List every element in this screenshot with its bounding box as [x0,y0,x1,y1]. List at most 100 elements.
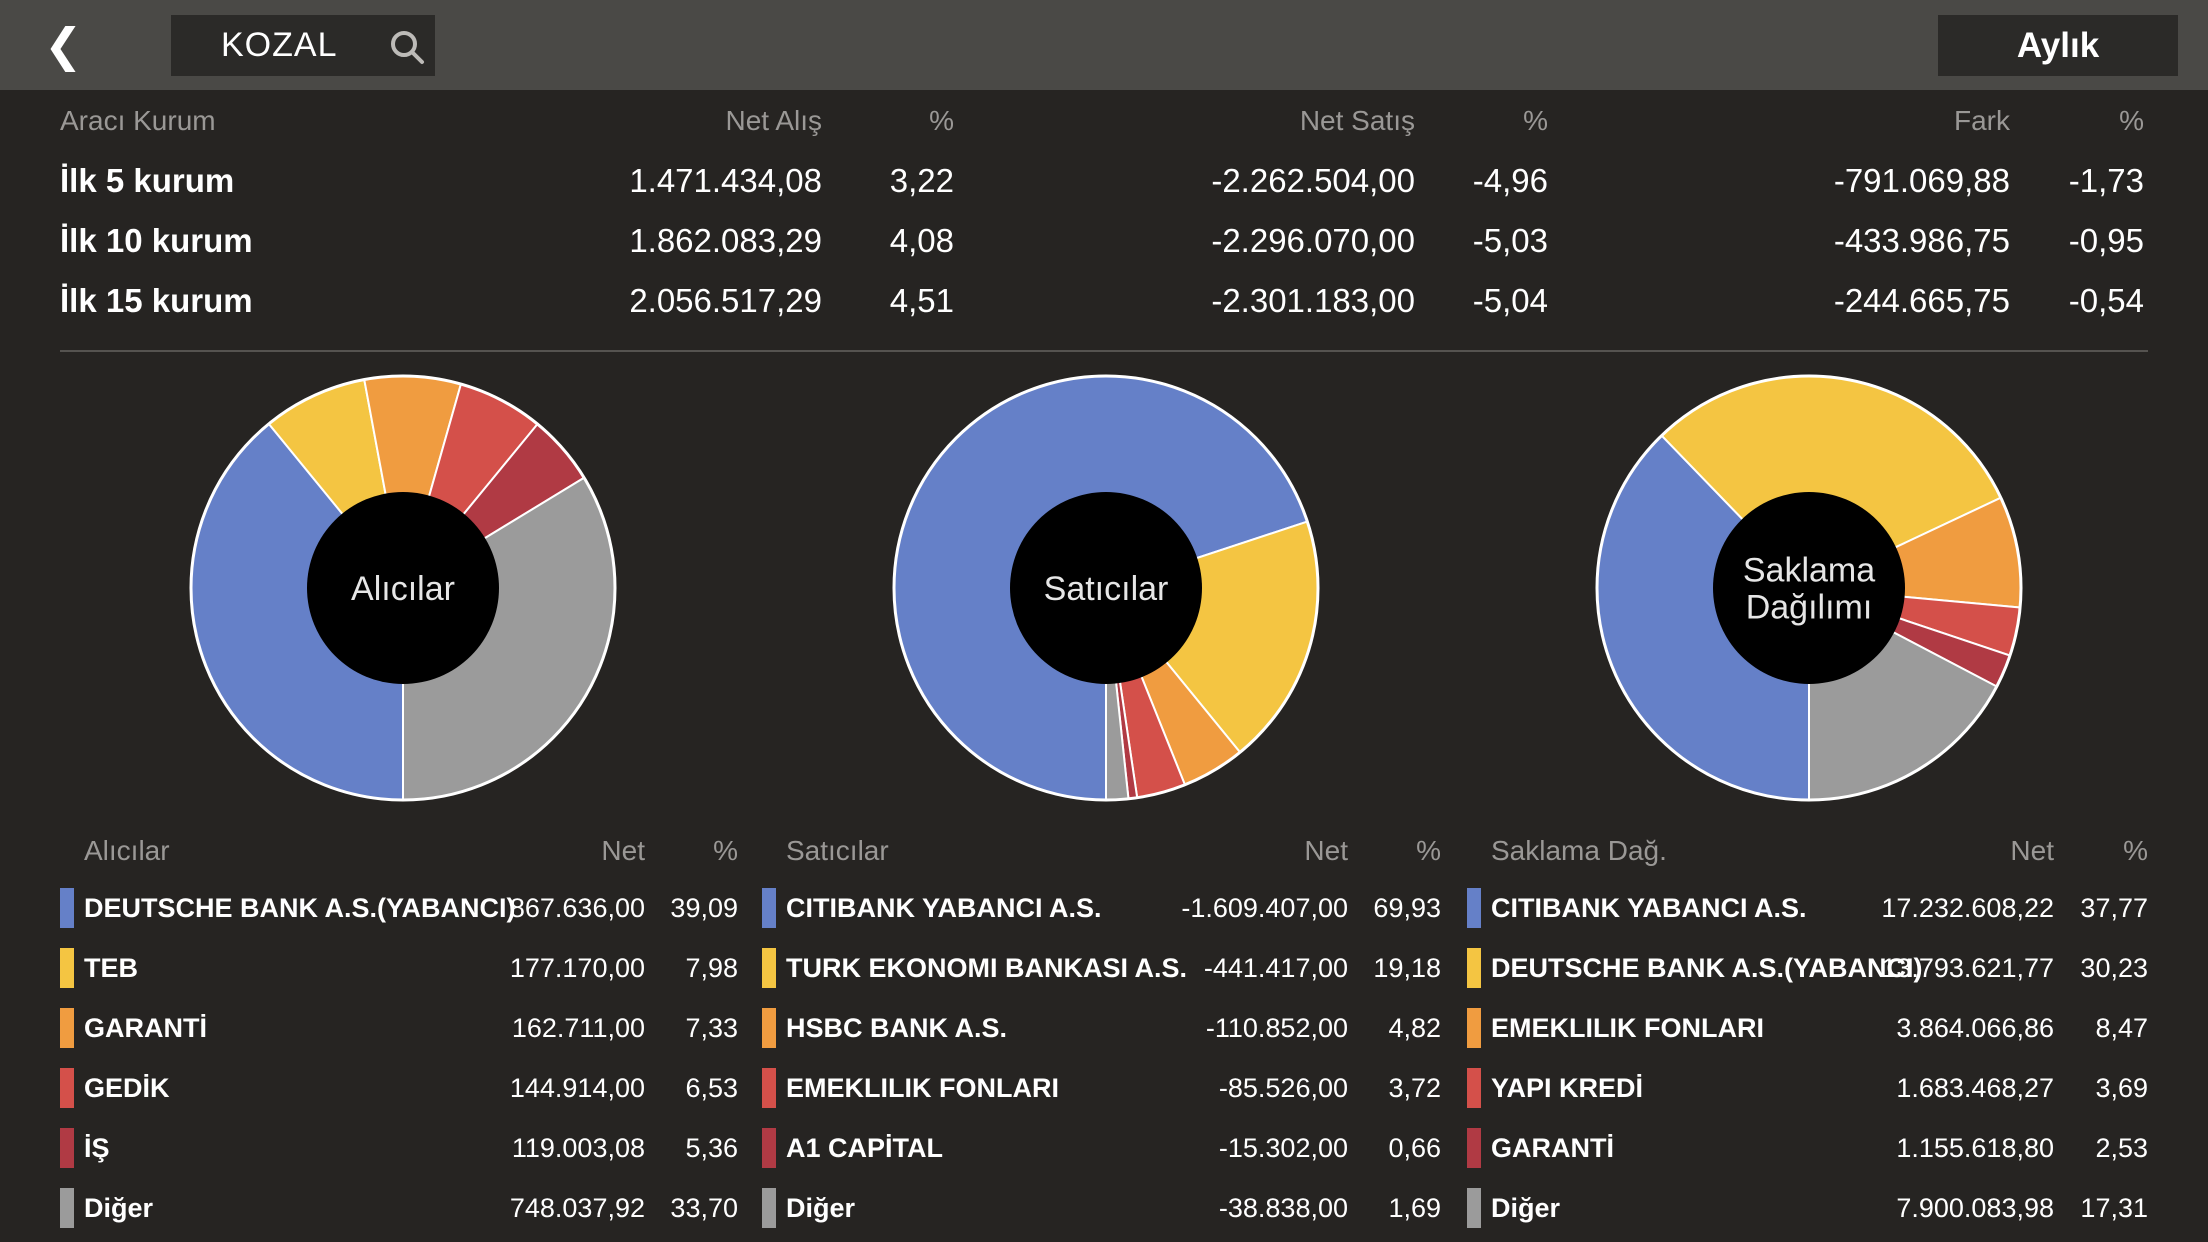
legend-pct: 7,33 [685,1013,738,1043]
sellers-pie-svg: Satıcılar [892,374,1320,802]
legend-swatch [60,948,74,988]
pie-center-label: Saklama Dağılımı [1743,552,1875,627]
legend-row[interactable]: EMEKLILIK FONLARI -85.526,00 3,72 [762,1064,1441,1112]
legend-name: HSBC BANK A.S. [786,1013,1008,1043]
legend-name: GARANTİ [1491,1133,1614,1163]
legend-row[interactable]: İŞ 119.003,08 5,36 [60,1124,738,1172]
legend-col-name: Saklama Dağ. [1491,835,1667,866]
legend-pct: 37,77 [2080,893,2148,923]
period-button[interactable]: Aylık [1938,15,2178,76]
legend-row[interactable]: CITIBANK YABANCI A.S. 17.232.608,22 37,77 [1467,884,2148,932]
legend-row[interactable]: TEB 177.170,00 7,98 [60,944,738,992]
legend-row[interactable]: CITIBANK YABANCI A.S. -1.609.407,00 69,93 [762,884,1441,932]
pie-center-label: Alıcılar [351,570,455,608]
summary-row-top15: İlk 15 kurum 2.056.517,29 4,51 -2.301.18… [0,276,2208,326]
legend-name: TURK EKONOMI BANKASI A.S. [786,953,1188,983]
col-net-buy: Net Alış [725,105,822,136]
legend-pct: 2,53 [2095,1133,2148,1163]
legend-row[interactable]: GARANTİ 1.155.618,80 2,53 [1467,1124,2148,1172]
legend-row[interactable]: Diğer 7.900.083,98 17,31 [1467,1184,2148,1232]
pie-center-hole[interactable] [1713,492,1905,684]
legend-net: -441.417,00 [1203,953,1348,983]
sellers-pie-chart[interactable]: Satıcılar [890,372,1322,804]
summary-label: İlk 10 kurum [60,222,253,259]
legend-pct: 7,98 [685,953,738,983]
legend-swatch [1467,948,1481,988]
col-diff: Fark [1954,105,2010,136]
legend-pct: 5,36 [685,1133,738,1163]
legend-row[interactable]: HSBC BANK A.S. -110.852,00 4,82 [762,1004,1441,1052]
legend-pct: 0,66 [1388,1133,1441,1163]
legend-row[interactable]: GEDİK 144.914,00 6,53 [60,1064,738,1112]
legend-net: 162.711,00 [511,1013,645,1043]
legend-row[interactable]: DEUTSCHE BANK A.S.(YABANCI) 13.793.621,77… [1467,944,2148,992]
summary-row-top5: İlk 5 kurum 1.471.434,08 3,22 -2.262.504… [0,156,2208,206]
col-net-sell-pct: % [1523,105,1548,136]
legend-row[interactable]: Diğer 748.037,92 33,70 [60,1184,738,1232]
custody-pie-svg: Saklama Dağılımı [1595,374,2023,802]
net-buy-value: 2.056.517,29 [629,282,822,319]
legend-swatch [762,888,776,928]
legend-pct: 4,82 [1388,1013,1441,1043]
diff-value: -433.986,75 [1833,222,2010,259]
legend-row[interactable]: GARANTİ 162.711,00 7,33 [60,1004,738,1052]
top-bar: ❮ KOZAL Aylık [0,0,2208,90]
legend-col-pct: % [1416,835,1441,866]
search-box[interactable]: KOZAL [171,15,435,76]
net-sell-pct-value: -5,04 [1472,282,1548,319]
legend-col-net: Net [1304,835,1348,866]
legend-net: -85.526,00 [1218,1073,1348,1103]
legend-swatch [762,1188,776,1228]
pie-center-label: Satıcılar [1044,570,1169,608]
search-input[interactable]: KOZAL [221,26,338,64]
custody-pie-chart[interactable]: Saklama Dağılımı [1593,372,2025,804]
legend-name: DEUTSCHE BANK A.S.(YABANCI) [84,893,516,923]
diff-value: -244.665,75 [1833,282,2010,319]
legend-row[interactable]: YAPI KREDİ 1.683.468,27 3,69 [1467,1064,2148,1112]
legend-net: -38.838,00 [1218,1193,1348,1223]
back-button[interactable]: ❮ [44,19,83,71]
legend-swatch [762,1068,776,1108]
legend-pct: 39,09 [670,893,738,923]
legend-name: EMEKLILIK FONLARI [1491,1013,1764,1043]
summary-row-top10: İlk 10 kurum 1.862.083,29 4,08 -2.296.07… [0,216,2208,266]
legend-pct: 1,69 [1388,1193,1441,1223]
net-buy-value: 1.471.434,08 [629,162,822,199]
legend-name: CITIBANK YABANCI A.S. [786,893,1102,923]
legend-row[interactable]: A1 CAPİTAL -15.302,00 0,66 [762,1124,1441,1172]
legend-net: 3.864.066,86 [1896,1013,2054,1043]
legend-swatch [1467,1068,1481,1108]
legend-swatch [762,948,776,988]
legend-net: 748.037,92 [509,1193,645,1223]
pie-center-hole[interactable] [307,492,499,684]
legend-net: 13.793.621,77 [1881,953,2054,983]
legend-row[interactable]: DEUTSCHE BANK A.S.(YABANCI) 867.636,00 39,… [60,884,738,932]
col-net-buy-pct: % [929,105,954,136]
diff-pct-value: -0,54 [2068,282,2144,319]
net-sell-value: -2.296.070,00 [1211,222,1415,259]
legend-pct: 8,47 [2095,1013,2148,1043]
buyers-pie-chart[interactable]: Alıcılar [187,372,619,804]
legend-swatch [60,1188,74,1228]
legend-row[interactable]: Diğer -38.838,00 1,69 [762,1184,1441,1232]
legend-row[interactable]: EMEKLILIK FONLARI 3.864.066,86 8,47 [1467,1004,2148,1052]
legend-pct: 6,53 [685,1073,738,1103]
legend-row[interactable]: TURK EKONOMI BANKASI A.S. -441.417,00 19,1… [762,944,1441,992]
summary-label: İlk 5 kurum [60,162,235,199]
search-icon[interactable] [389,29,425,65]
pie-outline [892,374,1320,802]
legend-swatch [60,888,74,928]
legend-swatch [60,1008,74,1048]
legend-net: 1.683.468,27 [1896,1073,2054,1103]
legend-name: YAPI KREDİ [1491,1073,1644,1103]
pie-center-hole[interactable] [1010,492,1202,684]
legend-swatch [1467,1188,1481,1228]
legend-pct: 69,93 [1373,893,1441,923]
diff-pct-value: -0,95 [2068,222,2144,259]
col-broker: Aracı Kurum [60,105,216,136]
legend-net: 17.232.608,22 [1881,893,2054,923]
buyers-pie-svg: Alıcılar [189,374,617,802]
legend-col-pct: % [713,835,738,866]
net-buy-pct-value: 4,51 [889,282,954,319]
legend-pct: 17,31 [2080,1193,2148,1223]
